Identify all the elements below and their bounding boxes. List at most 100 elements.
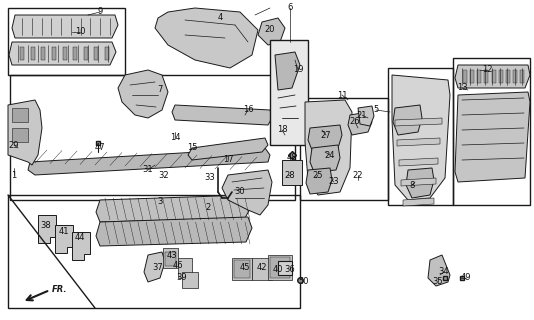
- Text: 11: 11: [337, 91, 347, 100]
- Polygon shape: [8, 100, 42, 165]
- Bar: [10, 75, 295, 200]
- Polygon shape: [234, 260, 250, 278]
- Text: 22: 22: [353, 171, 363, 180]
- Text: 24: 24: [325, 150, 335, 159]
- Polygon shape: [455, 92, 530, 182]
- Text: 25: 25: [313, 171, 323, 180]
- Polygon shape: [258, 18, 285, 45]
- Polygon shape: [188, 138, 268, 160]
- Polygon shape: [118, 70, 168, 118]
- Text: FR.: FR.: [52, 284, 67, 293]
- Text: 23: 23: [329, 178, 339, 187]
- Text: 48: 48: [287, 154, 297, 163]
- Text: 19: 19: [293, 66, 303, 75]
- Polygon shape: [72, 232, 90, 260]
- Polygon shape: [401, 178, 436, 186]
- Polygon shape: [310, 145, 340, 172]
- Text: 10: 10: [75, 28, 85, 36]
- Polygon shape: [455, 65, 530, 88]
- Polygon shape: [28, 148, 270, 175]
- Bar: [484, 70, 489, 83]
- Polygon shape: [222, 170, 272, 215]
- Bar: [12, 128, 28, 142]
- Polygon shape: [406, 168, 434, 198]
- Bar: [282, 160, 302, 185]
- Bar: [470, 70, 474, 83]
- Text: 50: 50: [299, 277, 309, 286]
- Text: 16: 16: [242, 106, 253, 115]
- Bar: [513, 70, 517, 83]
- Text: 18: 18: [277, 125, 287, 134]
- Text: 36: 36: [285, 266, 295, 275]
- Text: 14: 14: [170, 133, 180, 142]
- Text: 34: 34: [439, 268, 449, 276]
- Bar: [163, 248, 178, 268]
- Bar: [105, 47, 109, 60]
- Polygon shape: [348, 112, 372, 135]
- Bar: [41, 47, 45, 60]
- Bar: [30, 47, 35, 60]
- Text: 28: 28: [285, 171, 295, 180]
- Text: 3: 3: [158, 196, 163, 205]
- Text: 21: 21: [357, 110, 367, 119]
- Text: 38: 38: [41, 220, 51, 229]
- Text: 32: 32: [159, 171, 169, 180]
- Bar: [506, 70, 510, 83]
- Bar: [182, 272, 198, 288]
- Text: 42: 42: [257, 263, 267, 273]
- Bar: [20, 47, 24, 60]
- Text: 31: 31: [143, 165, 153, 174]
- Polygon shape: [144, 252, 165, 282]
- Text: 43: 43: [167, 251, 177, 260]
- Polygon shape: [172, 105, 272, 125]
- Bar: [62, 47, 67, 60]
- Polygon shape: [55, 225, 73, 253]
- Polygon shape: [270, 257, 290, 278]
- Polygon shape: [96, 217, 252, 246]
- Text: 2: 2: [206, 204, 210, 212]
- Polygon shape: [96, 195, 252, 222]
- Bar: [252, 258, 272, 280]
- Text: 13: 13: [457, 84, 467, 92]
- Text: 20: 20: [265, 26, 275, 35]
- Bar: [477, 70, 481, 83]
- Bar: [165, 252, 176, 266]
- Text: 7: 7: [158, 85, 163, 94]
- Text: 30: 30: [234, 188, 245, 196]
- Bar: [8, 195, 300, 308]
- Polygon shape: [399, 158, 438, 166]
- Polygon shape: [428, 255, 450, 286]
- Polygon shape: [358, 106, 374, 126]
- Text: 4: 4: [217, 13, 223, 22]
- Polygon shape: [393, 105, 422, 135]
- Bar: [270, 40, 308, 145]
- Bar: [388, 68, 453, 205]
- Text: 8: 8: [410, 180, 415, 189]
- Bar: [8, 8, 125, 75]
- Text: 33: 33: [205, 173, 215, 182]
- Text: 37: 37: [153, 263, 163, 273]
- Bar: [95, 47, 98, 60]
- Bar: [300, 98, 388, 200]
- Text: 29: 29: [9, 140, 19, 149]
- Bar: [84, 47, 88, 60]
- Bar: [178, 258, 192, 278]
- Text: 12: 12: [482, 66, 492, 75]
- Text: 45: 45: [240, 263, 250, 273]
- Bar: [499, 70, 502, 83]
- Text: 44: 44: [75, 234, 85, 243]
- Polygon shape: [308, 125, 342, 150]
- Text: 15: 15: [187, 143, 197, 153]
- Bar: [73, 47, 77, 60]
- Bar: [268, 255, 292, 280]
- Bar: [232, 258, 252, 280]
- Polygon shape: [9, 42, 116, 65]
- Bar: [520, 70, 524, 83]
- Bar: [463, 70, 467, 83]
- Text: 46: 46: [172, 260, 183, 269]
- Polygon shape: [395, 118, 442, 126]
- Text: 35: 35: [433, 277, 443, 286]
- Polygon shape: [392, 75, 450, 200]
- Polygon shape: [306, 168, 332, 194]
- Text: 5: 5: [373, 106, 379, 115]
